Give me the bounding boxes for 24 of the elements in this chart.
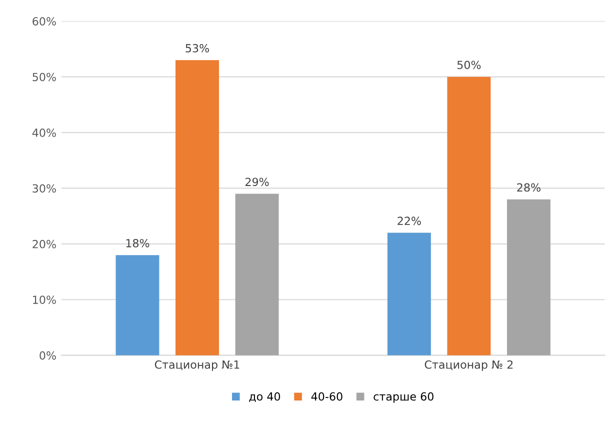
data-label: 28% bbox=[517, 183, 540, 192]
bar bbox=[506, 199, 550, 356]
bar bbox=[387, 232, 431, 356]
y-tick-label: 20% bbox=[32, 240, 56, 248]
bar bbox=[176, 60, 219, 356]
bar bbox=[116, 255, 160, 356]
y-tick-label: 50% bbox=[32, 72, 56, 82]
y-tick-label: 10% bbox=[33, 296, 56, 304]
bar bbox=[235, 194, 279, 356]
x-tick-label: Стационар № 2 bbox=[424, 360, 513, 371]
y-tick-label: 40% bbox=[32, 128, 56, 137]
y-tick-label: 60% bbox=[32, 17, 56, 26]
bar bbox=[447, 76, 491, 356]
data-label: 18% bbox=[126, 238, 150, 248]
data-label: 22% bbox=[398, 216, 421, 226]
legend-label: 40-60 bbox=[311, 392, 342, 401]
x-tick-label: Стационар №1 bbox=[154, 360, 240, 371]
legend-label: старше 60 bbox=[374, 392, 434, 403]
data-label: 53% bbox=[186, 44, 209, 52]
legend-label: до 40 bbox=[249, 392, 280, 402]
y-tick-label: 30% bbox=[32, 184, 56, 193]
data-label: 29% bbox=[245, 178, 269, 186]
data-label: 50% bbox=[457, 60, 481, 70]
y-tick-label: 0% bbox=[40, 351, 56, 360]
